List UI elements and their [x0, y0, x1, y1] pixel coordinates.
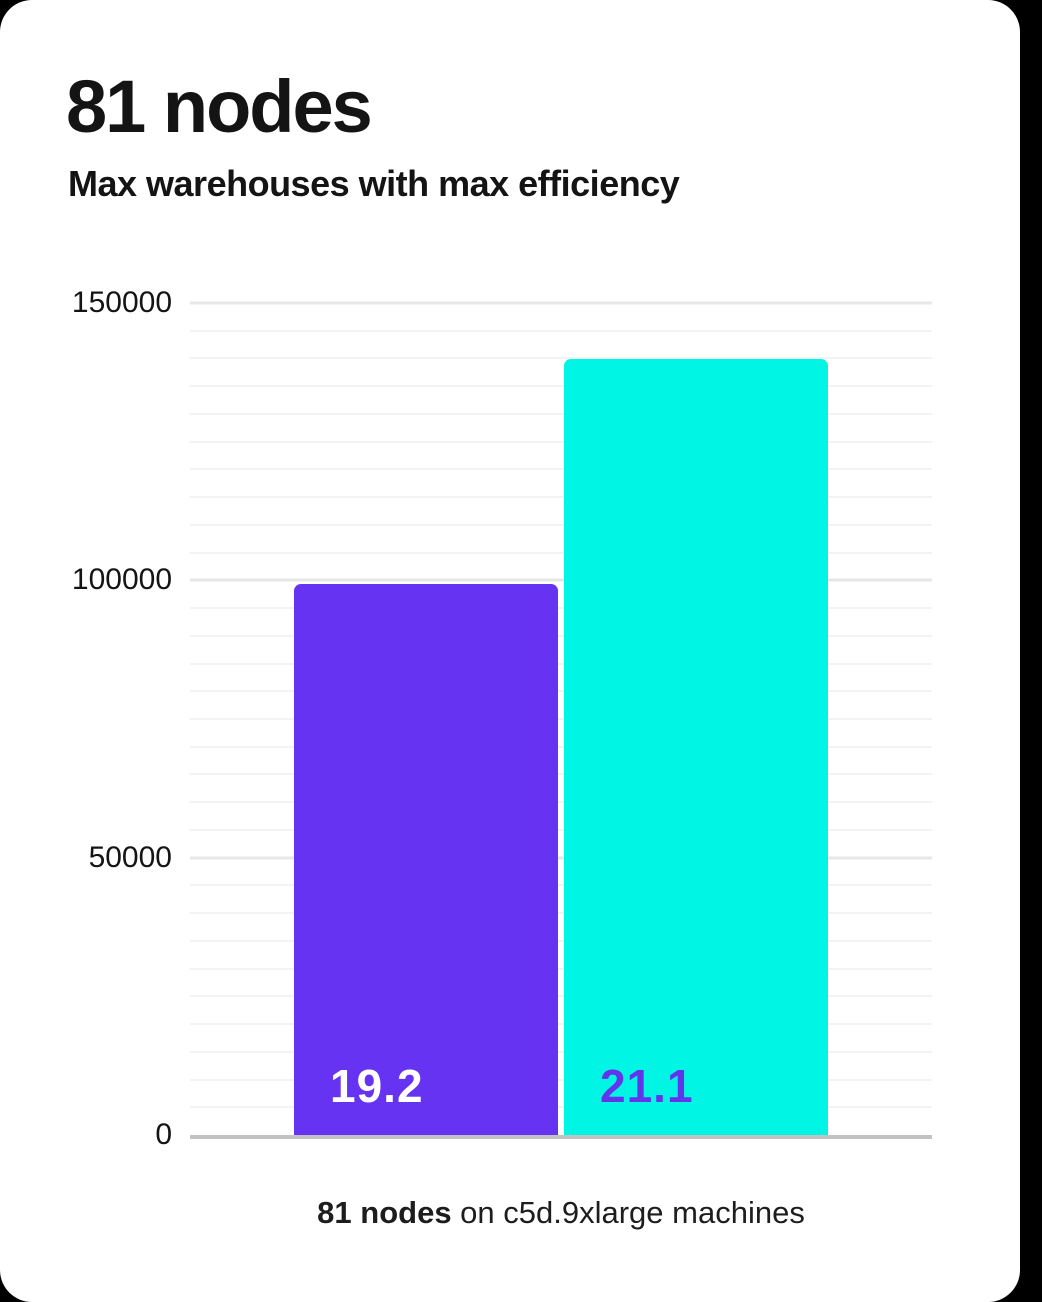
- minor-gridline: [190, 1023, 932, 1026]
- minor-gridline: [190, 912, 932, 915]
- major-gridline: [190, 578, 932, 582]
- minor-gridline: [190, 468, 932, 471]
- x-axis-line: [190, 1135, 932, 1139]
- bar-chart: 0 50000 100000 150000 19.2 21.1: [0, 288, 932, 1150]
- minor-gridline: [190, 1050, 932, 1053]
- minor-gridline: [190, 828, 932, 831]
- minor-gridline: [190, 551, 932, 554]
- y-axis-tick-label: 50000: [88, 840, 172, 874]
- minor-gridline: [190, 995, 932, 998]
- chart-caption-bold: 81 nodes: [317, 1195, 452, 1230]
- minor-gridline: [190, 607, 932, 610]
- minor-gridline: [190, 773, 932, 776]
- minor-gridline: [190, 412, 932, 415]
- bar-cyan-value-label: 21.1: [600, 1060, 694, 1112]
- minor-gridline: [190, 801, 932, 804]
- major-gridline: [190, 301, 932, 305]
- minor-gridline: [190, 496, 932, 499]
- y-axis-tick-label: 150000: [71, 286, 172, 319]
- minor-gridline: [190, 357, 932, 360]
- minor-gridline: [190, 745, 932, 748]
- minor-gridline: [190, 1106, 932, 1109]
- minor-gridline: [190, 385, 932, 388]
- major-gridline: [190, 856, 932, 860]
- bar-purple-value-label: 19.2: [330, 1060, 424, 1112]
- plot-area: 19.2 21.1: [190, 301, 932, 1139]
- minor-gridline: [190, 662, 932, 665]
- minor-gridline: [190, 523, 932, 526]
- minor-gridline: [190, 884, 932, 887]
- minor-gridline: [190, 939, 932, 942]
- minor-gridline: [190, 967, 932, 970]
- y-axis-tick-label: 0: [155, 1118, 172, 1151]
- chart-caption-rest: on c5d.9xlarge machines: [451, 1195, 805, 1230]
- minor-gridline: [190, 440, 932, 443]
- y-axis-tick-label: 100000: [71, 563, 172, 597]
- page-subtitle: Max warehouses with max efficiency: [68, 163, 680, 204]
- bar-cyan: 21.1: [564, 359, 828, 1135]
- bar-purple: 19.2: [294, 583, 558, 1135]
- chart-caption: 81 nodes on c5d.9xlarge machines: [190, 1193, 932, 1233]
- minor-gridline: [190, 329, 932, 332]
- minor-gridline: [190, 634, 932, 637]
- minor-gridline: [190, 690, 932, 693]
- page-title: 81 nodes: [66, 65, 373, 148]
- y-axis: 0 50000 100000 150000: [0, 288, 172, 1150]
- minor-gridline: [190, 718, 932, 720]
- infographic-card: 81 nodes Max warehouses with max efficie…: [0, 0, 1020, 1302]
- minor-gridline: [190, 1078, 932, 1081]
